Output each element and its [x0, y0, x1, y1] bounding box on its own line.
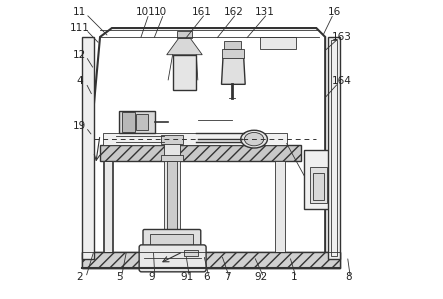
Text: 111: 111: [70, 23, 90, 33]
Text: 131: 131: [255, 7, 274, 17]
FancyBboxPatch shape: [143, 229, 201, 253]
Bar: [103, 133, 287, 145]
Text: 2: 2: [77, 272, 83, 282]
Polygon shape: [222, 58, 245, 84]
Bar: [100, 145, 302, 161]
Bar: [275, 161, 285, 252]
Bar: [225, 41, 241, 49]
Bar: [177, 31, 192, 38]
Text: 10: 10: [154, 7, 167, 17]
Bar: [122, 112, 135, 132]
Bar: [161, 135, 183, 144]
Text: 164: 164: [331, 76, 351, 86]
Bar: [164, 142, 180, 250]
Bar: [260, 37, 295, 49]
Ellipse shape: [241, 130, 268, 148]
Text: 19: 19: [73, 121, 86, 131]
Bar: [136, 114, 148, 130]
Text: 8: 8: [346, 272, 352, 282]
Text: 161: 161: [192, 7, 212, 17]
Text: 91: 91: [181, 272, 194, 282]
Text: 9: 9: [148, 272, 155, 282]
Bar: [105, 161, 112, 252]
Bar: [82, 252, 340, 268]
Text: 1: 1: [291, 272, 297, 282]
Bar: [151, 234, 193, 252]
Bar: [167, 161, 177, 238]
Bar: [311, 167, 326, 203]
Bar: [173, 55, 196, 90]
Text: 16: 16: [327, 7, 341, 17]
Bar: [304, 150, 330, 209]
Text: 7: 7: [224, 272, 231, 282]
Text: 6: 6: [203, 272, 210, 282]
Ellipse shape: [245, 132, 264, 146]
Text: 162: 162: [223, 7, 243, 17]
Text: 163: 163: [331, 32, 351, 42]
Text: 11: 11: [73, 7, 86, 17]
Polygon shape: [167, 38, 202, 55]
Bar: [82, 252, 340, 268]
Bar: [331, 40, 337, 256]
Bar: [103, 161, 113, 252]
Bar: [222, 49, 244, 58]
Bar: [328, 37, 340, 259]
Text: 12: 12: [73, 50, 86, 60]
Bar: [82, 37, 94, 259]
Text: 92: 92: [255, 272, 268, 282]
FancyBboxPatch shape: [139, 245, 206, 272]
Text: 4: 4: [77, 76, 83, 86]
Text: 101: 101: [136, 7, 156, 17]
Bar: [313, 173, 324, 200]
Bar: [161, 155, 183, 161]
Text: 5: 5: [116, 272, 123, 282]
Bar: [184, 250, 198, 256]
Bar: [119, 111, 155, 133]
